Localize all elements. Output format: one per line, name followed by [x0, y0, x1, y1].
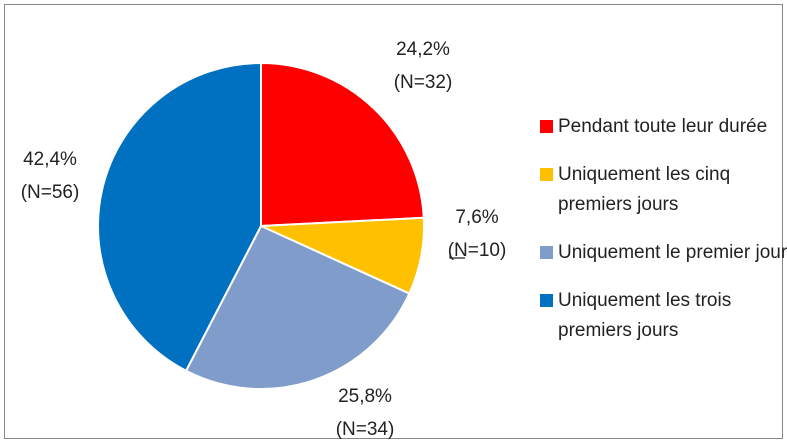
legend-item: Uniquement les trois premiers jours: [540, 286, 780, 346]
count-label: (N=10): [448, 240, 507, 261]
legend-item: Pendant toute leur durée: [540, 112, 780, 142]
legend: Pendant toute leur durée Uniquement les c…: [540, 112, 787, 364]
data-label: 42,4%: [23, 149, 77, 170]
data-label: 25,8%: [338, 386, 392, 407]
legend-label: Uniquement les cinq premiers jours: [558, 164, 731, 215]
pie-slice: [184, 224, 411, 390]
legend-label: Pendant toute leur durée: [558, 116, 768, 137]
legend-label: Uniquement le premier jour: [558, 242, 787, 263]
count-label: (N=34): [336, 419, 395, 440]
legend-swatch: [540, 120, 553, 133]
legend-swatch: [540, 168, 553, 181]
legend-swatch: [540, 294, 553, 307]
frame: [4, 4, 783, 439]
pie-slice: [260, 61, 425, 228]
legend-label: Uniquement les trois premiers jours: [558, 290, 732, 341]
count-label: (N=32): [394, 72, 453, 93]
count-label: (N=56): [21, 182, 80, 203]
legend-item: Uniquement le premier jour: [540, 238, 787, 268]
pie-slice: [97, 61, 262, 373]
data-label: 7,6%: [455, 207, 498, 228]
leader-line: [449, 252, 465, 259]
legend-swatch: [540, 246, 553, 259]
data-label: 24,2%: [396, 39, 450, 60]
legend-item: Uniquement les cinq premiers jours: [540, 160, 780, 220]
